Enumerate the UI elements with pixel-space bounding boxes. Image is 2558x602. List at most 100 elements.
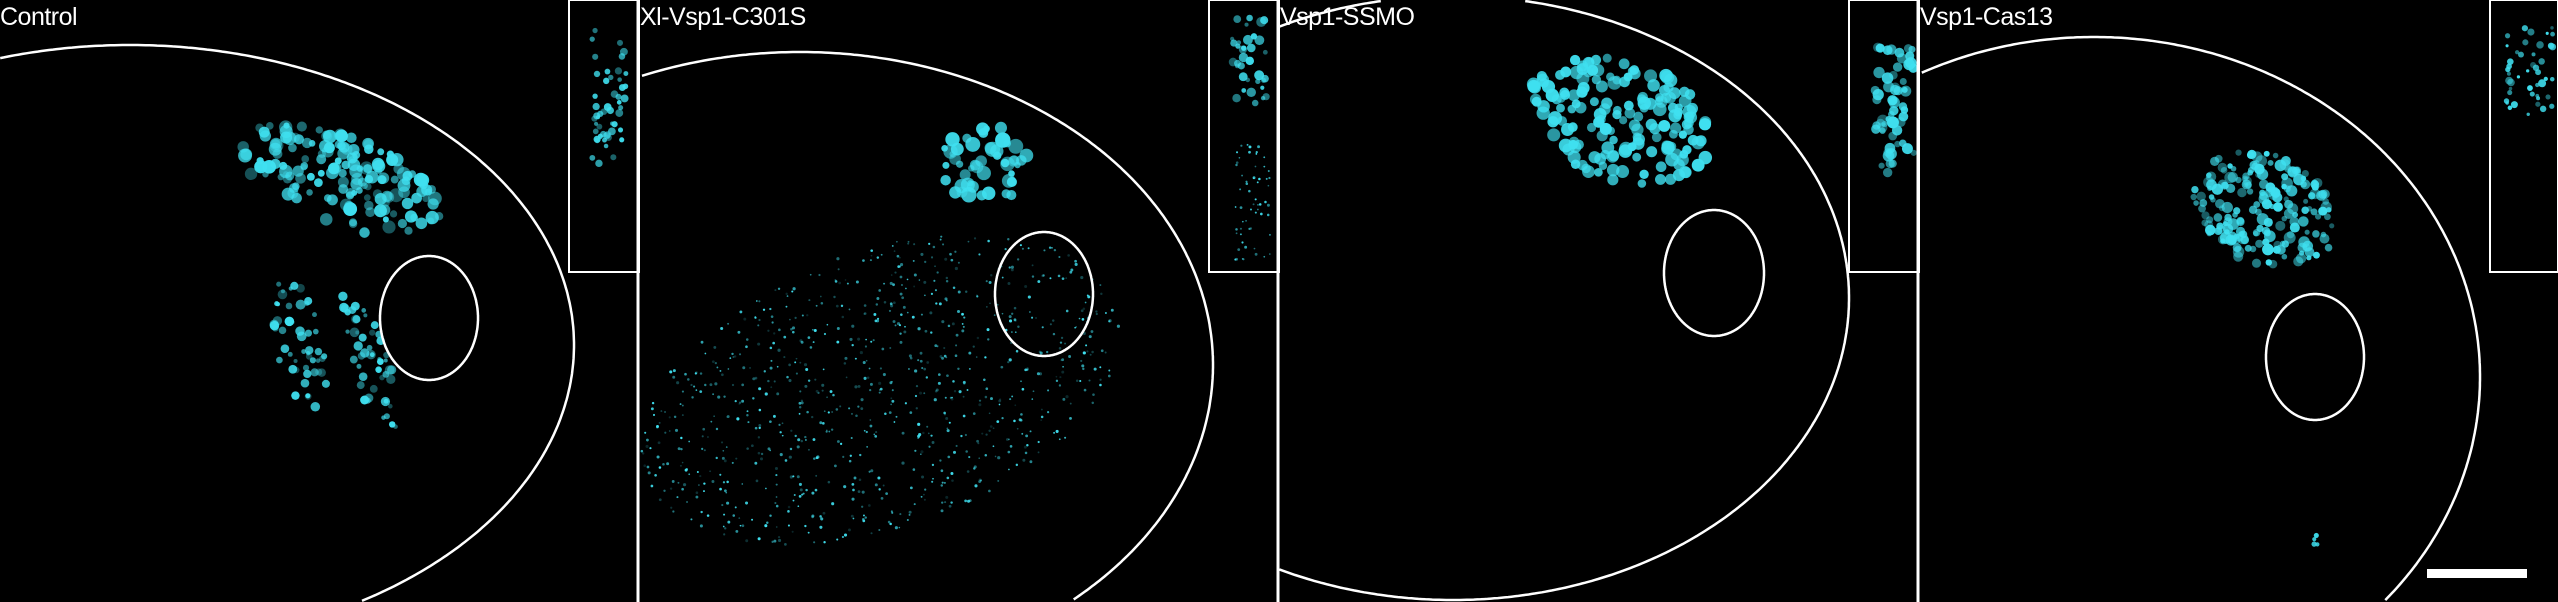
signal-spot: [715, 427, 719, 431]
signal-spot: [1010, 265, 1014, 269]
inset-signal-spot: [616, 100, 622, 105]
signal-spot: [277, 289, 288, 300]
signal-spot: [835, 304, 839, 308]
signal-spot: [789, 475, 793, 479]
signal-spot: [757, 324, 760, 327]
signal-spot: [882, 484, 885, 487]
signal-spot: [674, 428, 679, 432]
signal-spot: [1099, 284, 1102, 287]
signal-spot: [262, 171, 269, 178]
signal-spot: [777, 287, 781, 290]
signal-spot: [994, 121, 1007, 134]
signal-spot: [382, 370, 390, 378]
inset-signal-spot: [1254, 35, 1265, 46]
signal-spot: [388, 421, 396, 428]
signal-spot: [964, 433, 968, 437]
signal-spot: [1548, 111, 1563, 126]
embryo-outline-cas13: [1921, 35, 2482, 601]
signal-spot: [793, 494, 796, 496]
signal-spot: [839, 442, 843, 445]
inset-signal-spot: [1254, 70, 1265, 81]
signal-spot: [985, 305, 988, 308]
signal-spot: [1080, 275, 1084, 280]
signal-spot: [292, 182, 300, 190]
signal-spot: [883, 300, 887, 304]
signal-spot: [2235, 149, 2242, 156]
signal-spot: [315, 126, 323, 134]
signal-spot: [825, 430, 828, 433]
signal-spot: [1021, 432, 1024, 435]
signal-spot: [754, 316, 757, 318]
signal-spot: [895, 415, 898, 418]
signal-spot: [383, 358, 388, 363]
signal-spot: [773, 332, 776, 335]
signal-spot: [896, 240, 898, 243]
signal-spot: [277, 173, 285, 181]
signal-spot: [805, 439, 807, 441]
signal-spot: [382, 216, 389, 223]
signal-spot: [658, 421, 661, 424]
signal-spot: [948, 421, 951, 424]
signal-spot: [917, 327, 921, 331]
signal-spot: [1026, 368, 1029, 371]
signal-spot: [1069, 402, 1072, 405]
signal-spot: [322, 130, 331, 140]
signal-spot: [1000, 158, 1010, 168]
signal-spot: [852, 488, 855, 492]
signal-spot: [349, 355, 358, 364]
inset-signal-spot: [1899, 77, 1907, 86]
signal-spot: [1099, 378, 1102, 381]
signal-spot: [830, 428, 834, 431]
signal-spot: [1099, 366, 1102, 369]
signal-spot: [745, 501, 749, 505]
signal-spot: [959, 169, 971, 181]
signal-spot: [2301, 169, 2309, 178]
signal-spot: [799, 361, 802, 364]
signal-spot: [1085, 344, 1088, 347]
signal-spot: [1082, 367, 1085, 371]
signal-spot: [727, 322, 730, 325]
signal-spot: [892, 320, 896, 324]
signal-spot: [908, 510, 912, 514]
signal-spot: [270, 158, 281, 170]
inset-signal-spot: [1249, 208, 1252, 211]
signal-spot: [758, 300, 761, 303]
signal-spot: [785, 292, 788, 295]
signal-spot: [758, 426, 761, 430]
signal-spot: [767, 447, 771, 451]
signal-spot: [731, 383, 735, 387]
signal-spot: [869, 424, 873, 428]
signal-spot: [873, 433, 876, 436]
signal-spot: [909, 486, 913, 490]
signal-spot: [721, 503, 724, 507]
signal-spot: [321, 145, 334, 158]
inset-signal-spot: [1260, 212, 1263, 216]
signal-spot: [681, 390, 684, 393]
signal-spot: [781, 434, 784, 437]
inset-signal-spot: [1265, 177, 1268, 180]
signal-spot: [656, 425, 659, 428]
inset-signal-spot: [1263, 156, 1266, 159]
signal-spot: [956, 310, 961, 314]
signal-spot: [401, 197, 414, 210]
signal-spot: [857, 490, 861, 494]
signal-spot: [823, 410, 826, 412]
signal-spot: [877, 476, 881, 480]
signal-spot: [732, 514, 736, 517]
signal-spot: [355, 330, 360, 335]
inset-signal-spot: [592, 128, 599, 135]
signal-spot: [669, 487, 673, 490]
signal-spot: [695, 389, 698, 391]
signal-spot: [901, 296, 905, 300]
signal-spot: [771, 540, 774, 543]
signal-spot: [346, 152, 358, 164]
signal-spot: [784, 459, 788, 462]
signal-spot: [275, 302, 281, 307]
signal-spot: [934, 289, 937, 292]
signal-spot: [870, 254, 873, 257]
signal-spot: [654, 473, 657, 477]
signal-spot: [854, 385, 858, 389]
signal-spot: [924, 488, 927, 491]
signal-spot: [834, 280, 838, 283]
signal-spot: [1655, 173, 1666, 185]
